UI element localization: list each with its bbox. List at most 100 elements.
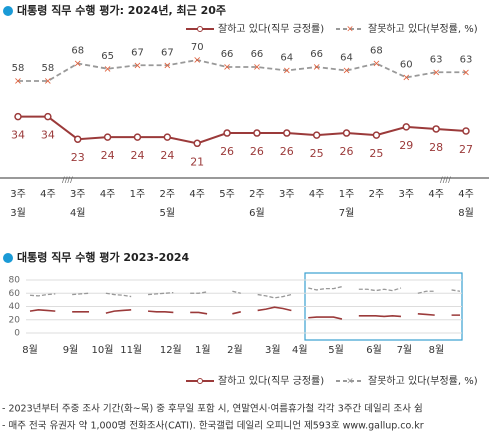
point-marker: × bbox=[163, 60, 171, 71]
point-marker: × bbox=[44, 76, 52, 87]
data-label: 34 bbox=[11, 129, 25, 142]
data-label: 26 bbox=[280, 145, 294, 158]
data-label: 26 bbox=[220, 145, 234, 158]
point-marker: × bbox=[372, 59, 380, 70]
data-label: 58 bbox=[41, 63, 54, 74]
point-marker bbox=[283, 129, 291, 137]
x-tick-label: 6월 bbox=[366, 344, 382, 356]
data-label: 67 bbox=[161, 47, 174, 58]
x-tick-label: 5월 bbox=[328, 344, 344, 356]
x-tick-label: 10월 bbox=[92, 344, 114, 356]
x-month-label: 4월 bbox=[70, 207, 86, 219]
x-tick-label: 4주 bbox=[428, 189, 444, 200]
x-tick-label: 4주 bbox=[309, 189, 325, 200]
series-line bbox=[29, 306, 460, 320]
legend-label: 잘못하고 있다(부정률, %) bbox=[368, 22, 478, 35]
legend-label: 잘못하고 있다(부정률, %) bbox=[368, 374, 478, 387]
point-marker bbox=[342, 129, 351, 137]
data-label: 64 bbox=[280, 53, 293, 64]
point-marker bbox=[103, 133, 112, 141]
x-tick-label: 2주 bbox=[369, 189, 385, 200]
x-month-label: 5월 bbox=[160, 207, 176, 219]
x-tick-label: 1주 bbox=[339, 189, 355, 200]
x-tick-label: 12월 bbox=[160, 344, 182, 356]
data-label: 65 bbox=[101, 51, 114, 62]
data-label: 68 bbox=[71, 46, 84, 57]
x-tick-label: 1주 bbox=[130, 189, 146, 200]
data-label: 28 bbox=[429, 141, 443, 154]
y-tick-label: 80 bbox=[9, 276, 21, 286]
data-label: 24 bbox=[101, 149, 115, 162]
data-label: 24 bbox=[160, 149, 174, 162]
x-tick-label: 4주 bbox=[40, 189, 56, 200]
x-month-label: 6월 bbox=[249, 207, 265, 219]
x-tick-label: 3주 bbox=[398, 189, 414, 200]
x-tick-label: 2주 bbox=[249, 189, 265, 200]
data-label: 25 bbox=[369, 147, 383, 160]
data-label: 24 bbox=[130, 149, 144, 162]
x-month-label: 7월 bbox=[339, 207, 355, 219]
y-tick-label: 20 bbox=[9, 315, 21, 325]
data-label: 63 bbox=[430, 54, 443, 65]
legend-marker: × bbox=[346, 25, 354, 35]
point-marker: × bbox=[283, 66, 291, 77]
x-month-label: 3월 bbox=[10, 207, 26, 219]
data-label: 63 bbox=[460, 54, 473, 65]
point-marker: × bbox=[223, 62, 231, 73]
data-label: 23 bbox=[71, 151, 85, 164]
point-marker: × bbox=[14, 76, 22, 87]
data-label: 60 bbox=[400, 60, 413, 71]
point-marker bbox=[193, 139, 201, 148]
footnote: - 매주 전국 유권자 약 1,000명 전화조사(CATI). 한국갤럽 데일… bbox=[2, 420, 424, 432]
data-label: 68 bbox=[370, 46, 383, 57]
data-label: 26 bbox=[340, 145, 354, 158]
legend-marker bbox=[197, 378, 203, 384]
point-marker bbox=[312, 131, 321, 139]
point-marker: × bbox=[193, 55, 201, 66]
point-marker: × bbox=[462, 67, 470, 78]
point-marker: × bbox=[103, 64, 111, 75]
footnote: - 2023년부터 주중 조사 기간(화~목) 중 후무일 포함 시, 연말연시… bbox=[2, 403, 423, 415]
point-marker: × bbox=[312, 62, 320, 73]
data-label: 25 bbox=[310, 147, 324, 160]
data-label: 66 bbox=[310, 49, 323, 60]
data-label: 70 bbox=[191, 42, 204, 53]
point-marker: × bbox=[342, 66, 350, 77]
legend-label: 잘하고 있다(직무 긍정률) bbox=[218, 22, 324, 35]
axis-break: //// bbox=[62, 176, 73, 185]
x-tick-label: 3주 bbox=[279, 189, 295, 200]
point-marker: × bbox=[432, 67, 440, 78]
series-line bbox=[29, 285, 461, 299]
legend-label: 잘하고 있다(직무 긍정률) bbox=[218, 374, 324, 387]
x-tick-label: 4월 bbox=[292, 344, 308, 356]
point-marker: × bbox=[253, 62, 261, 73]
y-tick-label: 60 bbox=[9, 289, 21, 299]
x-month-label: 8월 bbox=[458, 207, 474, 219]
point-marker bbox=[253, 129, 261, 137]
x-tick-label: 5주 bbox=[219, 189, 235, 200]
point-marker bbox=[133, 133, 142, 141]
x-tick-label: 9월 bbox=[63, 344, 79, 356]
data-label: 27 bbox=[459, 143, 473, 156]
x-tick-label: 1월 bbox=[195, 344, 211, 356]
x-tick-label: 4주 bbox=[189, 189, 205, 200]
point-marker bbox=[223, 129, 231, 137]
y-tick-label: 40 bbox=[9, 302, 21, 312]
title-dot bbox=[3, 6, 13, 16]
point-marker bbox=[462, 127, 470, 135]
x-tick-label: 4주 bbox=[100, 189, 116, 200]
x-tick-label: 2주 bbox=[160, 189, 176, 200]
point-marker bbox=[372, 131, 381, 139]
axis-break: //// bbox=[440, 176, 451, 185]
series-line bbox=[18, 115, 467, 145]
point-marker bbox=[432, 125, 440, 133]
data-label: 64 bbox=[340, 53, 353, 64]
data-label: 58 bbox=[12, 63, 25, 74]
point-marker: × bbox=[133, 60, 141, 71]
data-label: 66 bbox=[221, 49, 234, 60]
data-label: 26 bbox=[250, 145, 264, 158]
x-tick-label: 3월 bbox=[265, 344, 281, 356]
point-marker bbox=[73, 135, 82, 143]
point-marker bbox=[163, 133, 172, 141]
